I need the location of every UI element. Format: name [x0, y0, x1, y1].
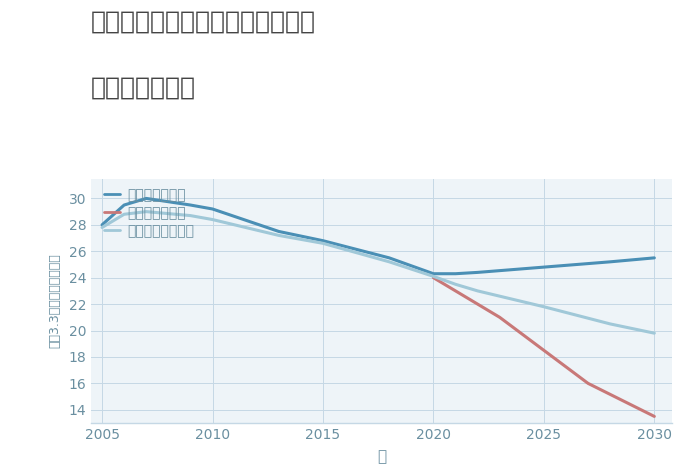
ノーマルシナリオ: [318, 241, 327, 246]
グッドシナリオ: [142, 196, 150, 201]
グッドシナリオ: [429, 271, 438, 276]
グッドシナリオ: [606, 259, 615, 265]
ノーマルシナリオ: [209, 217, 217, 222]
グッドシナリオ: [650, 255, 659, 261]
ノーマルシナリオ: [606, 321, 615, 327]
ノーマルシナリオ: [120, 212, 128, 217]
ノーマルシナリオ: [98, 225, 106, 230]
Text: 土地の価格推移: 土地の価格推移: [91, 75, 196, 99]
バッドシナリオ: [540, 347, 548, 353]
グッドシナリオ: [98, 222, 106, 227]
グッドシナリオ: [385, 255, 393, 261]
ノーマルシナリオ: [142, 209, 150, 214]
ノーマルシナリオ: [650, 330, 659, 336]
バッドシナリオ: [429, 275, 438, 281]
グッドシナリオ: [209, 206, 217, 212]
ノーマルシナリオ: [429, 274, 438, 279]
X-axis label: 年: 年: [377, 449, 386, 464]
ノーマルシナリオ: [385, 259, 393, 265]
Legend: グッドシナリオ, バッドシナリオ, ノーマルシナリオ: グッドシナリオ, バッドシナリオ, ノーマルシナリオ: [104, 188, 195, 238]
ノーマルシナリオ: [452, 282, 460, 287]
グッドシナリオ: [274, 228, 283, 234]
ノーマルシナリオ: [274, 233, 283, 238]
バッドシナリオ: [496, 314, 504, 320]
グッドシナリオ: [473, 270, 482, 275]
グッドシナリオ: [318, 238, 327, 243]
ノーマルシナリオ: [186, 213, 195, 219]
Line: ノーマルシナリオ: ノーマルシナリオ: [102, 212, 654, 333]
ノーマルシナリオ: [540, 304, 548, 310]
Y-axis label: 平（3.3㎡）単価（万円）: 平（3.3㎡）単価（万円）: [48, 253, 62, 348]
グッドシナリオ: [540, 264, 548, 270]
Text: 兵庫県姫路市飾磨区英賀清水町の: 兵庫県姫路市飾磨区英賀清水町の: [91, 9, 316, 33]
Line: グッドシナリオ: グッドシナリオ: [102, 198, 654, 274]
グッドシナリオ: [120, 202, 128, 208]
ノーマルシナリオ: [473, 288, 482, 294]
バッドシナリオ: [650, 414, 659, 419]
バッドシナリオ: [584, 381, 592, 386]
グッドシナリオ: [452, 271, 460, 276]
グッドシナリオ: [186, 202, 195, 208]
Line: バッドシナリオ: バッドシナリオ: [433, 278, 654, 416]
